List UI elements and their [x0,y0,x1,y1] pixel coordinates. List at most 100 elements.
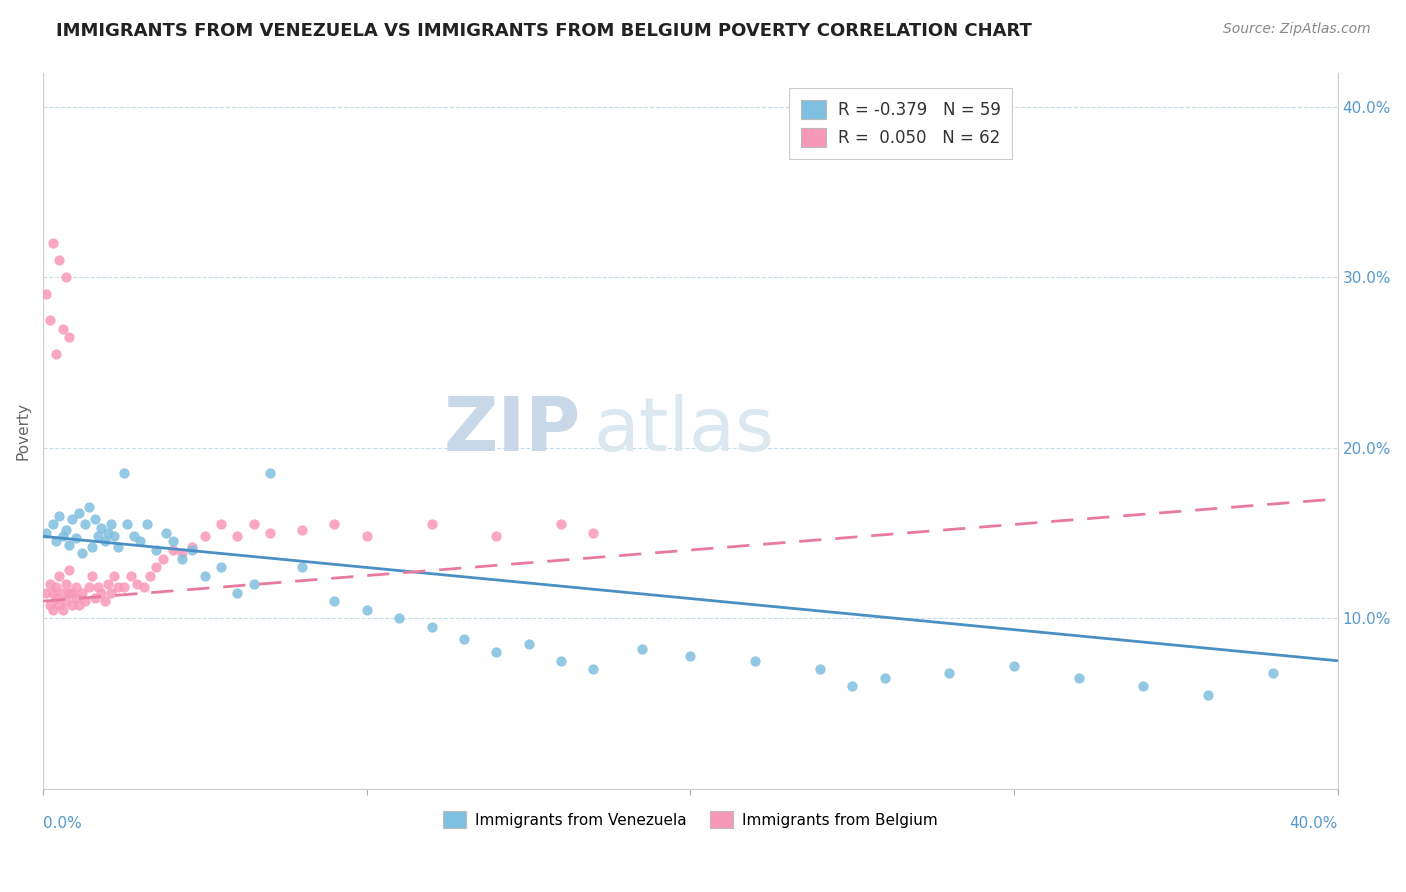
Point [70,546,93,560]
Point [125,577,148,591]
Point [97,577,120,591]
Point [388,611,411,625]
Point [107,581,129,595]
Point [42,602,65,616]
Point [77,581,100,595]
Point [38,313,60,327]
Text: atlas: atlas [593,394,775,467]
Point [97,526,120,541]
Point [323,517,346,532]
Point [103,568,125,582]
Point [259,467,281,481]
Point [155,526,177,541]
Point [129,534,152,549]
Point [65,581,87,595]
Point [744,654,766,668]
Point [582,662,605,676]
Point [226,585,249,599]
Point [52,602,75,616]
Point [120,568,142,582]
Point [103,529,125,543]
Point [1067,671,1090,685]
Point [45,591,67,605]
Point [75,517,97,532]
Point [841,679,863,693]
Point [145,543,167,558]
Point [48,508,70,523]
Point [631,641,654,656]
Point [55,577,77,591]
Point [194,568,217,582]
Point [112,581,135,595]
Point [87,581,110,595]
Point [181,543,204,558]
Point [226,529,249,543]
Point [58,330,80,344]
Point [582,526,605,541]
Point [139,568,162,582]
Point [291,560,314,574]
Point [873,671,896,685]
Point [75,594,97,608]
Point [122,529,145,543]
Point [38,577,60,591]
Text: ZIP: ZIP [443,394,581,467]
Point [93,594,115,608]
Point [45,534,67,549]
Point [52,585,75,599]
Point [112,467,135,481]
Point [420,517,443,532]
Point [209,560,232,574]
Point [48,568,70,582]
Point [453,632,475,646]
Point [323,594,346,608]
Point [291,523,314,537]
Point [93,534,115,549]
Point [242,517,264,532]
Point [60,598,83,612]
Point [67,506,90,520]
Point [485,645,508,659]
Point [42,517,65,532]
Point [172,551,194,566]
Text: Source: ZipAtlas.com: Source: ZipAtlas.com [1223,22,1371,37]
Text: IMMIGRANTS FROM VENEZUELA VS IMMIGRANTS FROM BELGIUM POVERTY CORRELATION CHART: IMMIGRANTS FROM VENEZUELA VS IMMIGRANTS … [56,22,1032,40]
Point [181,540,204,554]
Point [132,581,155,595]
Point [100,517,122,532]
Point [65,591,87,605]
Point [162,534,184,549]
Point [420,620,443,634]
Point [55,523,77,537]
Point [517,637,540,651]
Point [1261,665,1284,680]
Point [67,598,90,612]
Point [70,585,93,599]
Point [107,540,129,554]
Point [145,560,167,574]
Point [550,517,572,532]
Point [48,598,70,612]
Point [938,665,960,680]
Point [42,236,65,251]
Point [259,526,281,541]
Point [35,526,58,541]
Text: 0.0%: 0.0% [44,816,82,830]
Point [84,512,107,526]
Point [35,585,58,599]
Point [60,585,83,599]
Point [55,594,77,608]
Point [194,529,217,543]
Point [152,551,174,566]
Point [90,585,112,599]
Point [65,531,87,545]
Point [808,662,831,676]
Point [87,529,110,543]
Point [80,540,103,554]
Point [48,253,70,268]
Point [84,591,107,605]
Point [52,529,75,543]
Point [55,270,77,285]
Point [42,585,65,599]
Point [90,521,112,535]
